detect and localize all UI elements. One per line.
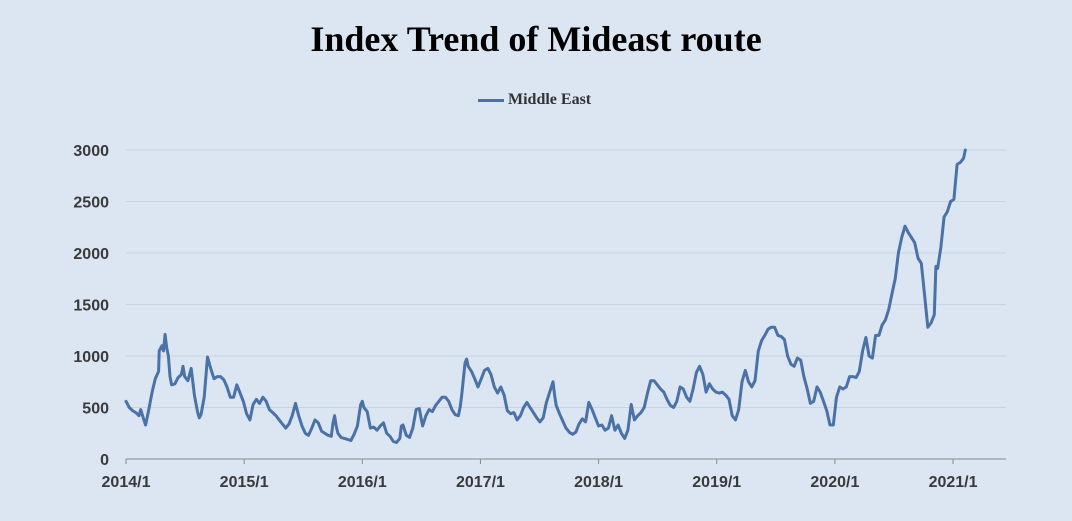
y-tick-label: 500 [82,401,109,418]
chart-title: Index Trend of Mideast route [310,19,762,59]
x-tick-label: 2017/1 [456,474,505,491]
y-axis-ticks: 0 500 1000 1500 2000 2500 3000 [73,143,109,469]
x-tick-label: 2014/1 [102,474,151,491]
x-axis-ticks: 2014/1 2015/1 2016/1 2017/1 2018/1 2019/1 2020… [102,459,978,491]
y-tick-label: 2000 [73,246,109,263]
y-tick-label: 1500 [73,298,109,315]
gridlines [126,149,1006,408]
legend-label: Middle East [508,91,592,108]
x-tick-label: 2018/1 [574,474,623,491]
y-tick-label: 2500 [73,195,109,212]
chart-legend: Middle East [478,90,591,110]
series-line-middle-east [124,148,967,444]
x-tick-label: 2019/1 [692,474,741,491]
x-tick-label: 2020/1 [810,474,859,491]
y-tick-label: 1000 [73,349,109,366]
legend-line-swatch [478,98,504,102]
x-tick-label: 2015/1 [220,474,269,491]
y-tick-label: 3000 [73,143,109,160]
x-tick-label: 2021/1 [929,474,978,491]
x-tick-label: 2016/1 [338,474,387,491]
y-tick-label: 0 [100,452,109,469]
